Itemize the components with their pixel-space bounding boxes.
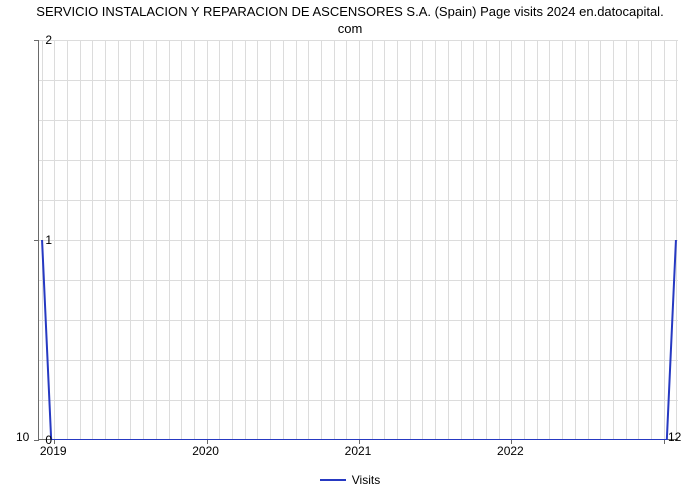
x-tick-label: 2021 (345, 444, 372, 458)
vgrid-minor (626, 40, 627, 439)
vgrid-minor (651, 40, 652, 439)
vgrid-minor (169, 40, 170, 439)
vgrid-minor (473, 40, 474, 439)
vgrid-minor (270, 40, 271, 439)
vgrid-minor (435, 40, 436, 439)
vgrid-minor (486, 40, 487, 439)
vgrid-minor (562, 40, 563, 439)
vgrid-major (511, 40, 512, 439)
chart-title: SERVICIO INSTALACION Y REPARACION DE ASC… (0, 0, 700, 40)
vgrid-minor (257, 40, 258, 439)
y-tick-label: 2 (22, 33, 52, 47)
vgrid-major (54, 40, 55, 439)
extra-label-left: 10 (16, 430, 29, 444)
vgrid-minor (499, 40, 500, 439)
vgrid-minor (92, 40, 93, 439)
vgrid-minor (296, 40, 297, 439)
vgrid-minor (80, 40, 81, 439)
x-tick-label: 2019 (40, 444, 67, 458)
vgrid-minor (676, 40, 677, 439)
x-tick-label: 2020 (192, 444, 219, 458)
vgrid-minor (448, 40, 449, 439)
vgrid-minor (245, 40, 246, 439)
vgrid-minor (600, 40, 601, 439)
chart-title-line1: SERVICIO INSTALACION Y REPARACION DE ASC… (36, 4, 663, 19)
chart-area (38, 40, 678, 440)
vgrid-minor (537, 40, 538, 439)
chart-title-line2: com (338, 21, 363, 36)
vgrid-minor (397, 40, 398, 439)
vgrid-minor (410, 40, 411, 439)
vgrid-minor (588, 40, 589, 439)
vgrid-minor (321, 40, 322, 439)
vgrid-minor (181, 40, 182, 439)
vgrid-minor (232, 40, 233, 439)
legend: Visits (0, 472, 700, 487)
vgrid-minor (575, 40, 576, 439)
vgrid-minor (334, 40, 335, 439)
extra-label-right: 12 (668, 430, 681, 444)
legend-label: Visits (352, 473, 380, 487)
vgrid-minor (384, 40, 385, 439)
vgrid-minor (524, 40, 525, 439)
vgrid-minor (105, 40, 106, 439)
vgrid-minor (422, 40, 423, 439)
vgrid-minor (194, 40, 195, 439)
vgrid-minor (67, 40, 68, 439)
x-tick-label: 2022 (497, 444, 524, 458)
vgrid-major (207, 40, 208, 439)
vgrid-minor (638, 40, 639, 439)
vgrid-minor (118, 40, 119, 439)
vgrid-major (359, 40, 360, 439)
vgrid-minor (143, 40, 144, 439)
legend-swatch-icon (320, 479, 346, 481)
vgrid-minor (346, 40, 347, 439)
vgrid-minor (283, 40, 284, 439)
vgrid-minor (613, 40, 614, 439)
vgrid-minor (372, 40, 373, 439)
vgrid-minor (308, 40, 309, 439)
y-tick-label: 1 (22, 233, 52, 247)
vgrid-minor (461, 40, 462, 439)
vgrid-minor (156, 40, 157, 439)
vgrid-minor (219, 40, 220, 439)
vgrid-major (664, 40, 665, 439)
x-tick-mark (664, 439, 665, 444)
vgrid-minor (130, 40, 131, 439)
plot-area (38, 40, 678, 440)
vgrid-minor (549, 40, 550, 439)
